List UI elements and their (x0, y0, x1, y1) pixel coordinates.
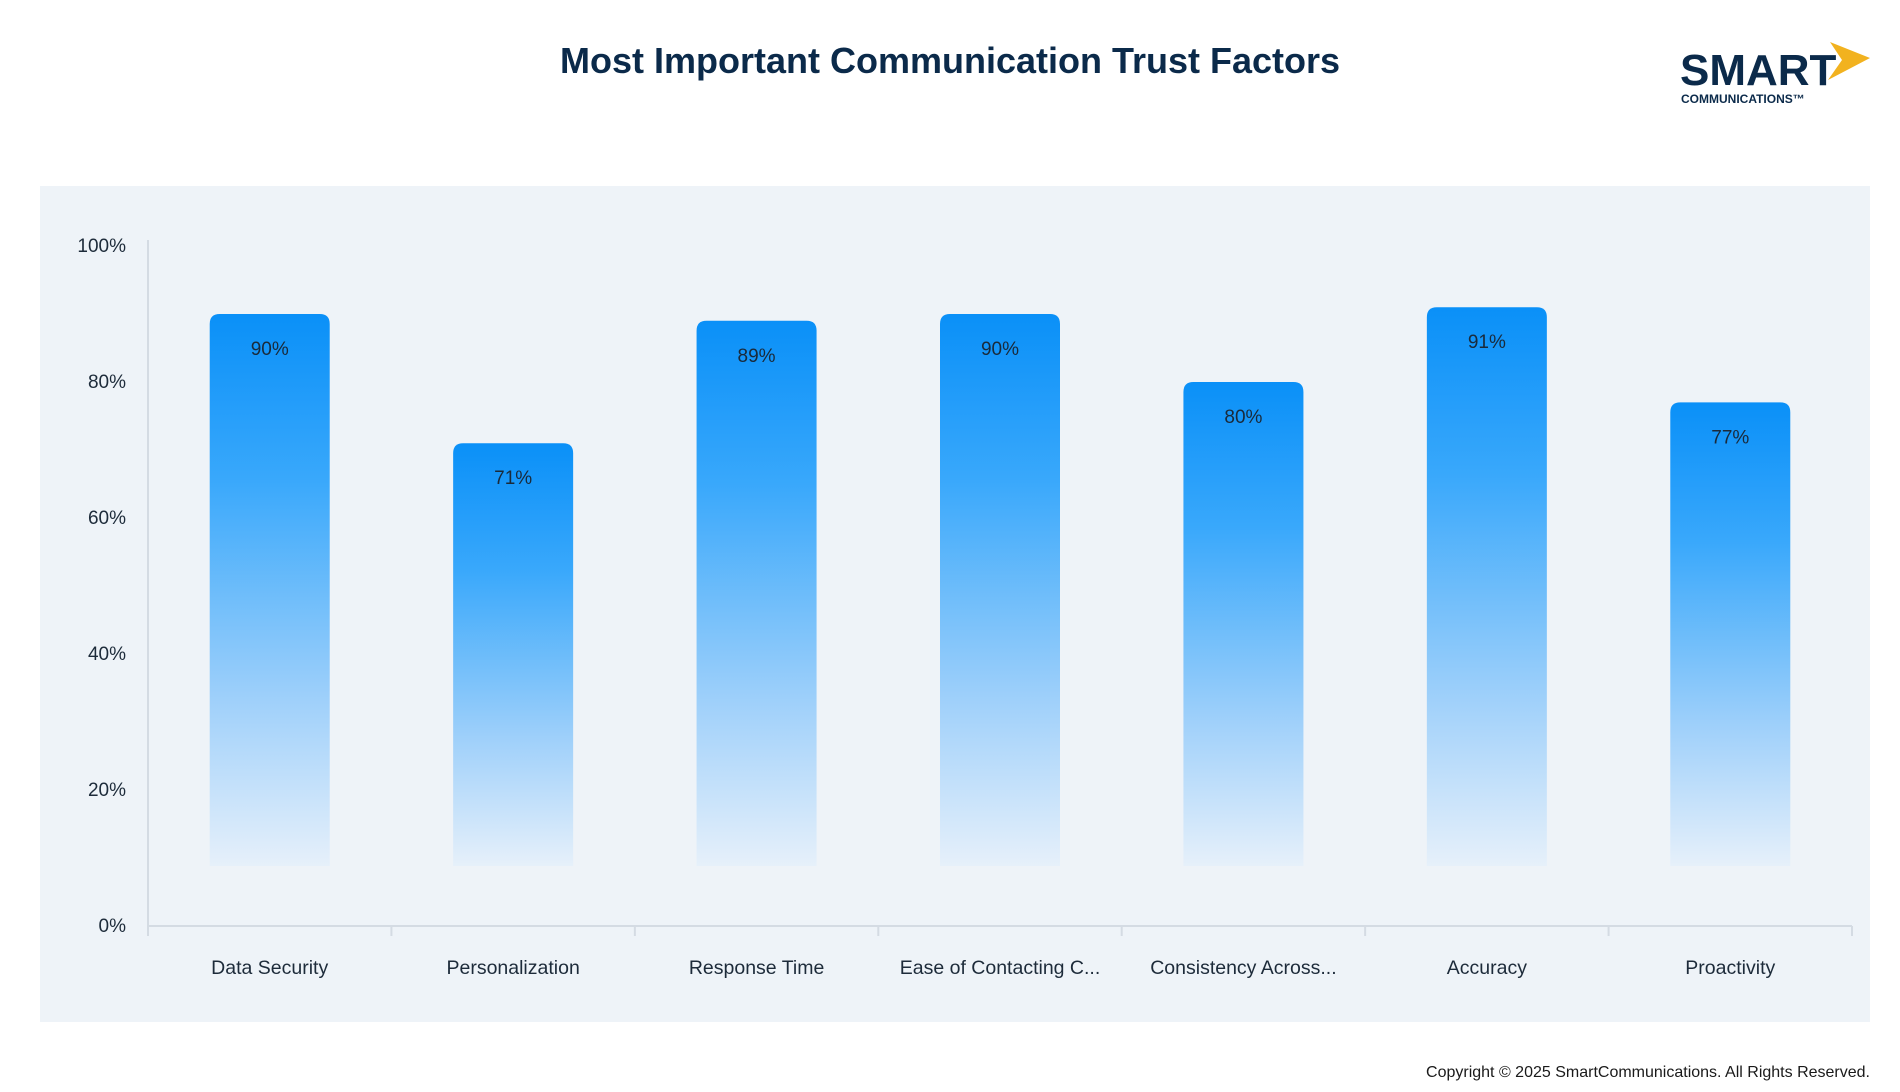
bar[interactable] (940, 314, 1060, 866)
bar-value-label: 91% (1468, 332, 1506, 353)
y-tick-label: 80% (88, 372, 126, 393)
bar-value-label: 90% (981, 339, 1019, 360)
y-tick-label: 40% (88, 644, 126, 665)
y-tick-label: 0% (99, 916, 127, 937)
logo-subtitle: COMMUNICATIONS™ (1681, 92, 1805, 106)
bar[interactable] (1426, 307, 1547, 866)
x-tick-label: Data Security (211, 957, 328, 979)
x-tick-label: Ease of Contacting C... (900, 957, 1101, 979)
x-tick-label: Personalization (446, 957, 579, 979)
x-tick-label: Accuracy (1447, 957, 1527, 979)
smart-communications-logo: SMART COMMUNICATIONS™ (1680, 42, 1870, 106)
x-tick-label: Consistency Across... (1150, 957, 1336, 979)
bar[interactable] (1670, 402, 1791, 866)
x-tick-label: Proactivity (1685, 957, 1775, 979)
bar[interactable] (1183, 382, 1304, 866)
bar[interactable] (696, 320, 817, 866)
bar-value-label: 90% (251, 339, 289, 360)
bar-value-label: 77% (1711, 427, 1749, 448)
bar-value-label: 71% (494, 468, 532, 489)
chart-panel: 0% 20% 40% 60% 80% 100% 90% Data Security 71% Per… (40, 186, 1870, 1022)
x-tick-label: Response Time (689, 957, 824, 979)
bar-value-label: 80% (1224, 407, 1262, 428)
bar[interactable] (209, 314, 330, 866)
y-tick-label: 60% (88, 508, 126, 529)
logo-chevron-icon (1828, 42, 1870, 80)
y-tick-label: 20% (88, 780, 126, 801)
logo-wordmark: SMART (1680, 46, 1837, 95)
bar[interactable] (453, 443, 574, 866)
bar-value-label: 89% (738, 346, 776, 367)
bar-chart: 0% 20% 40% 60% 80% 100% 90% Data Security 71% Per… (77, 236, 1853, 979)
chart-title: Most Important Communication Trust Facto… (559, 40, 1341, 81)
copyright-text: Copyright © 2025 SmartCommunications. Al… (1426, 1064, 1870, 1081)
y-tick-label: 100% (77, 236, 126, 257)
